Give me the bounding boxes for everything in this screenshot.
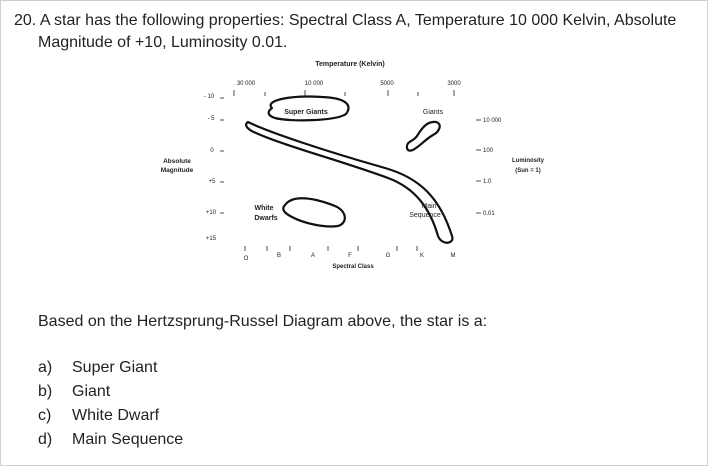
right-axis-title-line-2: (Sun = 1) xyxy=(515,168,541,174)
giants-region xyxy=(405,120,441,152)
left-tick-label: 0 xyxy=(210,148,214,154)
option-letter: a) xyxy=(38,359,53,376)
super-giants-label: Super Giants xyxy=(284,109,328,116)
top-tick-label: 5000 xyxy=(380,81,394,87)
option-a[interactable]: a) Super Giant xyxy=(38,356,183,380)
option-text: Super Giant xyxy=(72,359,158,376)
main-sequence-region xyxy=(245,120,454,244)
top-axis: 30 000 10 000 5000 3000 xyxy=(233,81,461,96)
giants-label: Giants xyxy=(423,109,444,116)
right-tick-label: 10 000 xyxy=(483,118,502,124)
spectral-class-label: G xyxy=(386,253,391,259)
spectral-class-label: M xyxy=(451,253,456,259)
super-giants-region xyxy=(267,95,350,122)
question-line-1: A star has the following properties: Spe… xyxy=(39,12,677,29)
left-tick-label: +5 xyxy=(209,179,217,185)
left-tick-label: +10 xyxy=(206,210,217,216)
top-tick-label: 3000 xyxy=(447,81,461,87)
option-c[interactable]: c) White Dwarf xyxy=(38,404,183,428)
right-tick-label: 100 xyxy=(483,148,494,154)
hr-diagram: Temperature (Kelvin) 30 000 10 000 5000 … xyxy=(161,61,545,270)
left-tick-label: - 5 xyxy=(207,116,215,122)
top-tick-label: 10 000 xyxy=(305,81,324,87)
spectral-class-label: A xyxy=(311,253,315,259)
top-axis-title: Temperature (Kelvin) xyxy=(315,61,385,68)
right-axis: 10 000 100 1.0 0.01 Luminosity (Sun = 1) xyxy=(476,118,545,217)
option-text: White Dwarf xyxy=(72,407,160,424)
option-b[interactable]: b) Giant xyxy=(38,380,183,404)
bottom-axis: O B A F G K M Spectral Class xyxy=(244,246,456,270)
option-d[interactable]: d) Main Sequence xyxy=(38,428,183,452)
spectral-class-label: O xyxy=(244,256,249,262)
left-axis: - 10 - 5 0 +5 +10 +15 Absolute Magnitude xyxy=(161,94,224,242)
option-letter: c) xyxy=(38,407,52,424)
question-line-2: Magnitude of +10, Luminosity 0.01. xyxy=(38,34,288,51)
answer-options: a) Super Giant b) Giant c) White Dwarf d) Ma… xyxy=(38,356,183,452)
left-tick-label: - 10 xyxy=(204,94,215,100)
option-text: Main Sequence xyxy=(72,431,184,448)
right-tick-label: 0.01 xyxy=(483,211,495,217)
question-prompt: Based on the Hertzsprung-Russel Diagram … xyxy=(38,313,488,330)
right-axis-title-line-1: Luminosity xyxy=(512,158,545,164)
option-letter: d) xyxy=(38,431,53,448)
left-axis-title-line-1: Absolute xyxy=(163,158,191,165)
main-sequence-label-line-2: Sequence xyxy=(409,212,441,219)
left-tick-label: +15 xyxy=(206,236,217,242)
spectral-class-label: F xyxy=(348,253,352,259)
left-axis-title-line-2: Magnitude xyxy=(161,167,194,174)
question-text: 20. A star has the following properties:… xyxy=(14,10,694,54)
white-dwarfs-label-line-2: Dwarfs xyxy=(254,215,277,222)
right-tick-label: 1.0 xyxy=(483,179,492,185)
main-sequence-label-line-1: Main xyxy=(421,203,436,210)
white-dwarfs-region xyxy=(282,197,346,228)
white-dwarfs-label-line-1: White xyxy=(254,205,273,212)
spectral-class-label: B xyxy=(277,253,281,259)
spectral-class-label: K xyxy=(420,253,424,259)
bottom-axis-title: Spectral Class xyxy=(332,264,374,270)
option-text: Giant xyxy=(72,383,111,400)
option-letter: b) xyxy=(38,383,53,400)
question-number: 20. xyxy=(14,12,37,29)
top-tick-label: 30 000 xyxy=(237,81,256,87)
